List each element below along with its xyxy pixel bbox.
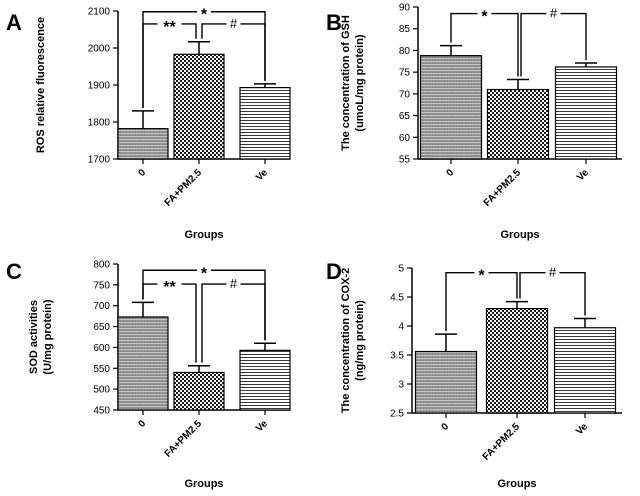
y-tick-label: 80 (399, 46, 411, 57)
category-label: Ve (254, 418, 270, 434)
bar (553, 327, 617, 414)
significance-label: * (481, 9, 488, 26)
y-axis-title: The concentration of GSH (340, 15, 352, 151)
category-label: 0 (444, 167, 456, 179)
category-label: FA+PM2.5 (163, 418, 205, 460)
y-tick-label: 550 (93, 364, 110, 375)
category-label: 0 (136, 418, 148, 430)
y-tick-label: 500 (93, 385, 110, 396)
significance-label: ** (163, 279, 176, 296)
category-label: 0 (136, 167, 148, 179)
bar (554, 66, 618, 160)
bar (117, 316, 169, 411)
bar (239, 86, 291, 160)
y-tick-label: 2.5 (390, 409, 404, 420)
y-tick-label: 600 (93, 343, 110, 354)
y-tick-label: 1700 (88, 155, 111, 166)
significance-label-bg (197, 5, 211, 18)
y-axis-title: ROS relative fluorescence (35, 17, 47, 153)
y-tick-label: 85 (399, 24, 411, 35)
category-label: FA+PM2.5 (482, 167, 524, 209)
bar (239, 349, 291, 411)
y-tick-label: 650 (93, 322, 110, 333)
category-label: FA+PM2.5 (481, 421, 523, 463)
y-tick-label: 2000 (88, 44, 111, 55)
y-tick-label: 800 (93, 260, 110, 271)
bar (419, 55, 483, 160)
significance-label-bg (197, 264, 211, 277)
x-axis-title: Groups (184, 229, 223, 241)
panel-letter: A (6, 10, 22, 35)
bar (414, 350, 478, 414)
significance-label-bg (545, 266, 560, 279)
significance-label: # (230, 16, 238, 31)
y-axis-title: (umoL/mg protein) (354, 34, 366, 131)
significance-label-bg (157, 17, 182, 30)
significance-label-bg (226, 278, 241, 291)
y-tick-label: 2100 (88, 7, 111, 18)
y-axis-title: The concentration of COX-2 (340, 268, 352, 413)
category-label: Ve (574, 421, 590, 437)
significance-label-bg (474, 266, 489, 279)
category-label: Ve (254, 167, 270, 183)
y-tick-label: 3 (398, 380, 404, 391)
y-tick-label: 1800 (88, 118, 111, 129)
y-tick-label: 90 (399, 3, 411, 14)
panel-letter: C (6, 259, 22, 284)
y-axis-title: (U/mg protein) (42, 299, 54, 374)
category-label: 0 (439, 421, 451, 433)
significance-label: * (478, 268, 485, 285)
category-label: FA+PM2.5 (163, 167, 205, 209)
panel-b: B 55 60 65 70 75 80 85 90 The concentration of GS… (326, 3, 622, 241)
y-tick-label: 75 (399, 68, 411, 79)
y-tick-label: 60 (399, 133, 411, 144)
significance-label: * (201, 265, 208, 282)
category-label: Ve (575, 167, 591, 183)
significance-label-bg (546, 7, 561, 20)
significance-label: # (550, 6, 558, 21)
y-axis-title: (ng/mg protein) (354, 300, 366, 381)
bar (173, 53, 225, 160)
significance-label-bg (477, 7, 492, 20)
y-tick-label: 450 (93, 406, 110, 417)
significance-label: ** (163, 19, 176, 36)
chart-layer: A 1700 1800 1900 2000 2100 ROS relative fluore… (6, 3, 622, 490)
bar (117, 128, 169, 160)
y-tick-label: 4.5 (390, 293, 404, 304)
significance-label: # (230, 276, 238, 291)
y-tick-label: 55 (399, 155, 411, 166)
significance-label: * (201, 7, 208, 24)
x-axis-title: Groups (184, 478, 223, 490)
significance-label-bg (157, 278, 182, 291)
panel-a: A 1700 1800 1900 2000 2100 ROS relative fluore… (6, 5, 291, 241)
x-axis-title: Groups (497, 478, 536, 490)
y-tick-label: 750 (93, 280, 110, 291)
y-tick-label: 5 (398, 264, 404, 275)
y-tick-label: 1900 (88, 81, 111, 92)
y-axis-title: SOD activities (28, 300, 40, 374)
panel-letter: B (326, 10, 342, 35)
bar (485, 308, 549, 414)
y-tick-label: 4 (398, 322, 404, 333)
y-tick-label: 65 (399, 111, 411, 122)
bar (486, 88, 550, 160)
y-tick-label: 70 (399, 89, 411, 100)
bar (173, 371, 225, 411)
significance-label: # (549, 265, 557, 280)
panel-d: D 2.5 3 3.5 4 4.5 5 The concentration of COX-2(… (326, 259, 622, 490)
y-tick-label: 3.5 (390, 351, 404, 362)
panel-c: C 450 500 550 600 650 700 750 800 SOD activities(… (6, 259, 291, 490)
panel-letter: D (326, 259, 342, 284)
x-axis-title: Groups (500, 229, 539, 241)
significance-label-bg (226, 17, 241, 30)
y-tick-label: 700 (93, 301, 110, 312)
